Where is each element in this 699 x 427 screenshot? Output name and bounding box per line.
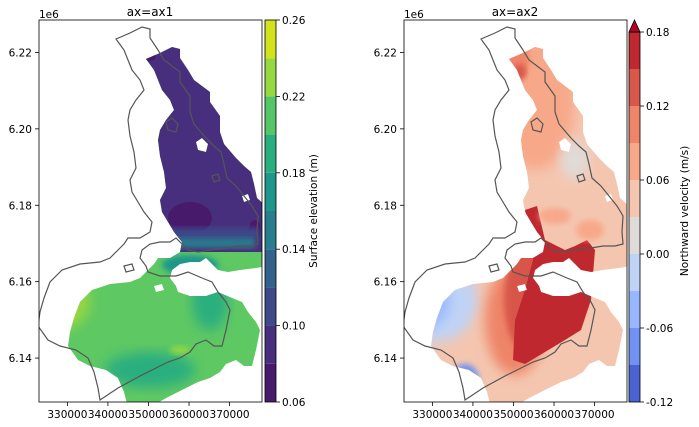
right-colorbar-extend-arrow xyxy=(628,19,641,33)
right-colorbar-segment xyxy=(629,69,640,106)
left-colorbar-tick-label: 0.14 xyxy=(282,244,306,256)
axes-frame-right xyxy=(403,19,628,403)
right-colorbar-segment xyxy=(629,32,640,69)
left-y-tick-label: 6.18 xyxy=(9,200,32,212)
right-y-tick-label: 6.16 xyxy=(374,277,398,289)
right-offset-label: 1e6 xyxy=(404,9,424,21)
right-colorbar-tick-label: -0.12 xyxy=(646,397,673,409)
left-y-ticks: 6.14 6.16 6.18 6.20 6.22 xyxy=(9,47,39,365)
right-x-ticks: 330000 340000 350000 360000 370000 xyxy=(412,402,615,421)
left-colorbar-tick-label: 0.10 xyxy=(282,321,305,333)
left-offset-label: 1e6 xyxy=(39,9,59,21)
right-colorbar-segment xyxy=(629,180,640,217)
left-x-tick-label: 370000 xyxy=(210,409,250,421)
right-y-tick-label: 6.14 xyxy=(374,353,398,365)
right-title: ax=ax2 xyxy=(492,5,539,19)
right-colorbar-segment xyxy=(629,106,640,143)
left-colorbar-segment xyxy=(265,287,276,326)
left-y-tick-label: 6.20 xyxy=(9,124,32,136)
left-colorbar-tick-label: 0.06 xyxy=(282,397,306,409)
axes-frame-left xyxy=(38,19,263,403)
northward-velocity-colorbar: -0.12 -0.06 0.00 0.06 0.12 0.18 Northward vel… xyxy=(628,19,691,409)
left-x-tick-label: 360000 xyxy=(169,409,209,421)
northward-velocity-field xyxy=(404,20,635,410)
right-colorbar-tick-label: 0.12 xyxy=(646,101,669,113)
left-title: ax=ax1 xyxy=(127,5,174,19)
right-colorbar-tick-label: 0.06 xyxy=(646,175,670,187)
left-colorbar-tick-label: 0.22 xyxy=(282,91,305,103)
right-x-tick-label: 370000 xyxy=(575,409,615,421)
right-x-tick-label: 330000 xyxy=(412,409,452,421)
left-colorbar-tick-label: 0.26 xyxy=(282,15,306,27)
left-colorbar-segment xyxy=(265,58,276,97)
right-x-tick-label: 350000 xyxy=(493,409,533,421)
right-colorbar-segment xyxy=(629,328,640,365)
left-x-tick-label: 340000 xyxy=(88,409,128,421)
northward-velocity-panel: ax=ax2 1e6 330000 340000 350000 360000 37000… xyxy=(374,5,635,421)
left-colorbar-tick-label: 0.18 xyxy=(282,168,305,180)
right-colorbar-tick-label: 0.18 xyxy=(646,27,669,39)
right-y-tick-label: 6.20 xyxy=(374,124,397,136)
left-y-tick-label: 6.14 xyxy=(9,353,33,365)
left-x-tick-label: 330000 xyxy=(47,409,87,421)
left-colorbar-segment xyxy=(265,96,276,135)
left-x-tick-label: 350000 xyxy=(128,409,168,421)
right-x-tick-label: 360000 xyxy=(534,409,574,421)
left-y-tick-label: 6.16 xyxy=(9,277,33,289)
right-colorbar-segment xyxy=(629,217,640,254)
left-colorbar-segment xyxy=(265,249,276,288)
right-colorbar-segment xyxy=(629,291,640,328)
right-y-tick-label: 6.18 xyxy=(374,200,397,212)
right-x-tick-label: 340000 xyxy=(453,409,493,421)
right-y-ticks: 6.14 6.16 6.18 6.20 6.22 xyxy=(374,47,404,365)
surface-elevation-panel: ax=ax1 1e6 330000 340000 350000 360000 37000… xyxy=(9,5,270,421)
left-colorbar-label: Surface elevation (m) xyxy=(308,154,320,268)
left-colorbar-segment xyxy=(265,20,276,59)
right-y-tick-label: 6.22 xyxy=(374,47,397,59)
left-colorbar-segment xyxy=(265,363,276,402)
left-y-tick-label: 6.22 xyxy=(9,47,32,59)
right-colorbar-segment xyxy=(629,254,640,291)
right-colorbar-tick-label: 0.00 xyxy=(646,249,669,261)
right-colorbar-segment xyxy=(629,365,640,402)
surface-elevation-field xyxy=(39,20,270,410)
right-colorbar-segment xyxy=(629,143,640,180)
left-colorbar-segment xyxy=(265,325,276,364)
right-colorbar-tick-label: -0.06 xyxy=(646,323,673,335)
surface-elevation-colorbar: 0.06 0.10 0.14 0.18 0.22 0.26 Surface elevati… xyxy=(264,15,320,409)
left-x-ticks: 330000 340000 350000 360000 370000 xyxy=(47,402,250,421)
right-colorbar-label: Northward velocity (m/s) xyxy=(679,146,691,276)
left-colorbar-segment xyxy=(265,172,276,211)
left-colorbar-segment xyxy=(265,211,276,250)
left-colorbar-segment xyxy=(265,134,276,173)
